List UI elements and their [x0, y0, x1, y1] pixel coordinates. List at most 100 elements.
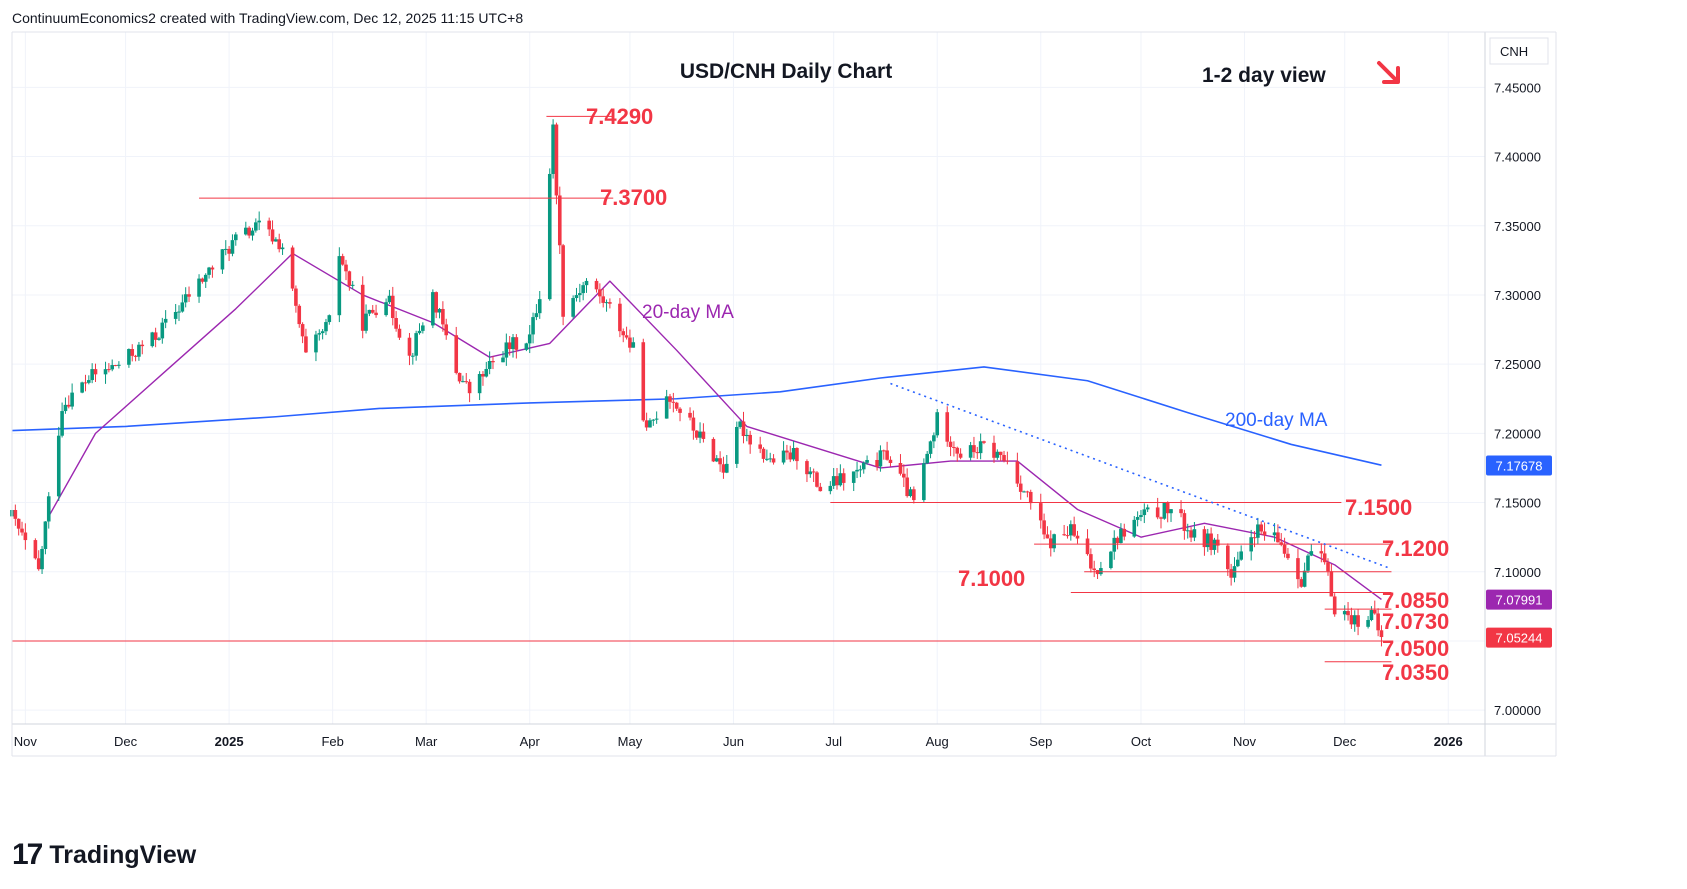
candle — [90, 363, 94, 384]
candle — [277, 233, 282, 253]
svg-text:7.07991: 7.07991 — [1496, 593, 1543, 608]
candle — [771, 454, 776, 465]
candle — [768, 452, 773, 463]
level-label-7.0350: 7.0350 — [1382, 660, 1449, 685]
candle — [133, 354, 138, 362]
candle — [370, 305, 375, 314]
candle — [411, 352, 415, 365]
x-tick-label: 2026 — [1434, 734, 1463, 749]
candle — [477, 371, 482, 401]
candle — [738, 420, 742, 429]
candle — [1282, 537, 1287, 558]
candle — [1042, 513, 1046, 540]
candle — [1022, 490, 1026, 493]
candle — [66, 395, 71, 409]
candle — [1239, 545, 1243, 561]
candle — [791, 441, 796, 462]
candle — [581, 281, 585, 301]
x-tick-label: May — [618, 734, 643, 749]
candle — [467, 379, 472, 403]
y-tick-label: 7.10000 — [1494, 565, 1541, 580]
candle — [324, 318, 328, 336]
candle — [414, 330, 418, 361]
candle — [130, 344, 135, 362]
candle — [504, 333, 509, 366]
candle — [511, 334, 515, 358]
candle — [1296, 548, 1300, 589]
candle — [898, 454, 903, 476]
candle — [841, 468, 846, 491]
symbol-label: CNH — [1500, 44, 1528, 59]
candle — [721, 456, 726, 479]
candle — [735, 421, 739, 468]
candle — [160, 317, 165, 344]
candle — [33, 538, 38, 560]
candle — [1379, 625, 1384, 647]
candle — [63, 397, 68, 414]
candle — [297, 304, 302, 328]
candle — [888, 456, 893, 467]
candle — [70, 383, 74, 410]
candle — [551, 119, 555, 179]
candle — [1209, 527, 1213, 556]
candle — [1092, 560, 1097, 578]
candle — [1005, 451, 1010, 465]
candle — [257, 211, 261, 231]
candle — [648, 418, 652, 428]
candle — [865, 455, 869, 465]
candle — [674, 401, 679, 411]
candle — [397, 324, 402, 340]
candle — [60, 402, 64, 438]
candle — [671, 392, 676, 413]
price-tag-200-day-ma: 7.17678 — [1486, 455, 1552, 476]
candle — [444, 318, 449, 340]
candle — [197, 274, 201, 303]
candle — [177, 305, 181, 322]
x-tick-label: Apr — [520, 734, 541, 749]
candle — [975, 446, 980, 459]
candle — [407, 332, 412, 366]
ma20-layer — [48, 252, 1382, 601]
candle — [1276, 524, 1280, 543]
candle — [781, 441, 786, 465]
candle — [23, 523, 28, 550]
candle — [948, 436, 953, 457]
x-tick-label: Jul — [825, 734, 842, 749]
candle — [374, 304, 378, 318]
candle — [621, 328, 626, 343]
candle — [464, 372, 469, 384]
candle — [945, 406, 950, 447]
candle — [748, 430, 752, 454]
candle — [441, 301, 445, 332]
candle — [1322, 544, 1327, 565]
level-label-7.1200: 7.1200 — [1382, 536, 1449, 561]
candle — [290, 245, 295, 291]
candle — [554, 122, 559, 205]
candle — [1366, 616, 1370, 629]
candle — [922, 458, 926, 502]
candle — [878, 445, 883, 472]
candle — [978, 433, 983, 460]
candle — [955, 446, 960, 462]
candle — [40, 545, 44, 574]
candle — [1018, 475, 1023, 500]
candle — [514, 334, 519, 359]
candle — [1162, 503, 1167, 520]
candle — [982, 440, 986, 445]
candle — [858, 465, 863, 478]
candle — [1135, 511, 1140, 527]
candle — [1376, 608, 1380, 637]
candle — [1349, 607, 1354, 629]
candle — [651, 419, 656, 426]
candle — [461, 375, 465, 383]
level-label-7.4290: 7.4290 — [586, 104, 653, 129]
candle — [761, 447, 766, 463]
candle — [13, 504, 18, 526]
candle — [80, 381, 84, 394]
ma20-line — [48, 252, 1382, 601]
candle — [340, 253, 345, 266]
svg-text:7.05244: 7.05244 — [1496, 631, 1543, 646]
candle — [631, 337, 636, 348]
candle — [1329, 563, 1334, 597]
